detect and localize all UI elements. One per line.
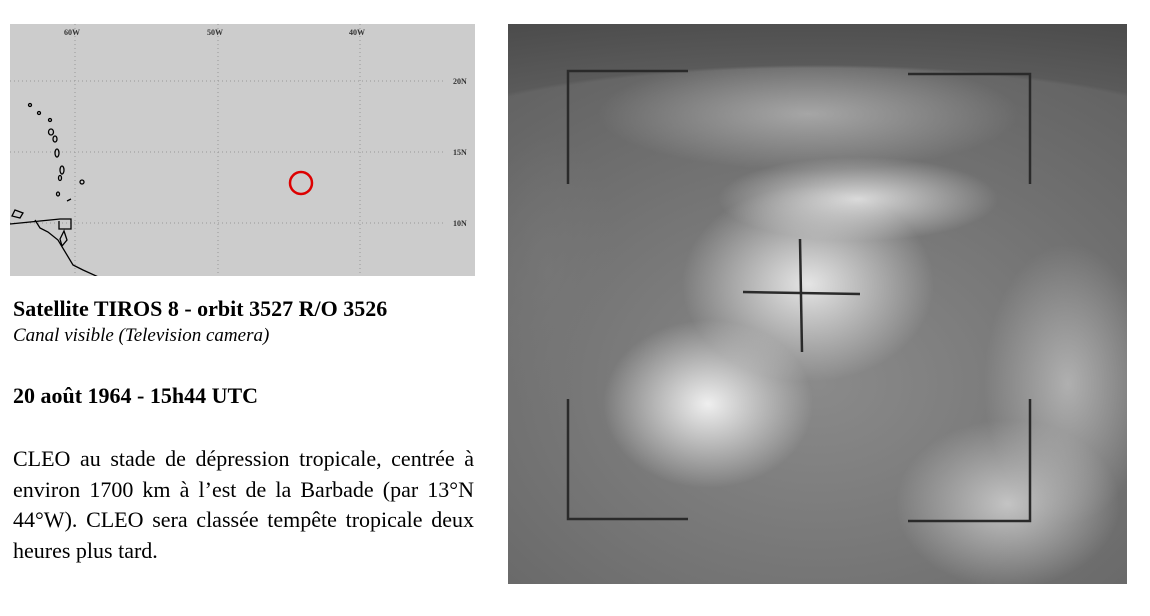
lat-label-15n: 15N xyxy=(453,148,467,157)
caribbean-coastline xyxy=(10,102,98,276)
storm-position-marker-icon xyxy=(288,170,314,196)
caption-description: CLEO au stade de dépression tropicale, c… xyxy=(13,446,474,563)
storm-location-map: 60W 50W 40W 20N 15N 10N xyxy=(10,24,475,276)
fiducial-marks xyxy=(566,69,1032,523)
lat-label-20n: 20N xyxy=(453,77,467,86)
lon-label-50w: 50W xyxy=(207,28,223,37)
caption-subtitle: Canal visible (Television camera) xyxy=(13,325,270,346)
lon-label-40w: 40W xyxy=(349,28,365,37)
lat-label-10n: 10N xyxy=(453,219,467,228)
caption-date: 20 août 1964 - 15h44 UTC xyxy=(13,383,259,408)
lon-label-60w: 60W xyxy=(64,28,80,37)
caption-title: Satellite TIROS 8 - orbit 3527 R/O 3526 xyxy=(13,296,388,321)
satellite-photo xyxy=(508,24,1127,584)
map-grid xyxy=(10,24,445,276)
earth-limb xyxy=(508,24,1127,164)
